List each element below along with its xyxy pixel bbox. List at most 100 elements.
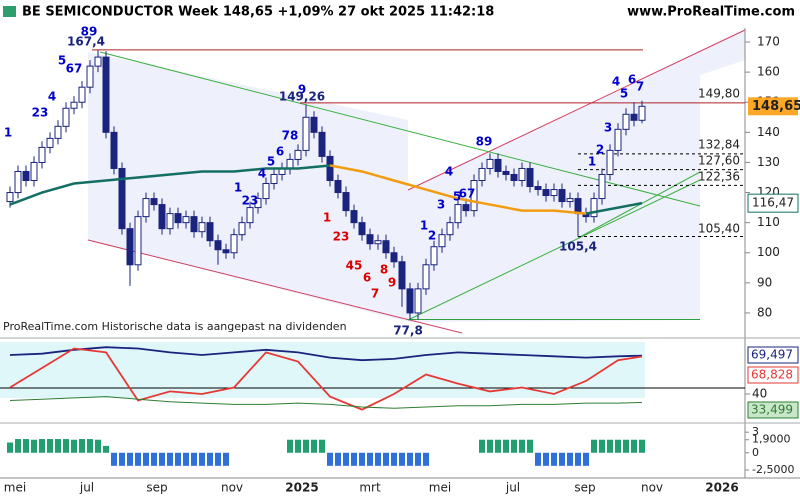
candle-body xyxy=(470,180,478,212)
candle-body xyxy=(502,170,510,175)
histogram-bar xyxy=(383,452,389,466)
histogram-bar xyxy=(599,439,605,453)
histogram-bar xyxy=(207,452,213,466)
histogram-bar xyxy=(71,439,77,453)
candle-body xyxy=(190,216,198,233)
oscillator-label: 33,499 xyxy=(751,403,793,417)
candle-body xyxy=(622,113,630,130)
oscillator-line xyxy=(9,396,643,409)
level-label: 132,84 xyxy=(698,138,740,152)
y-tick-label: 0 xyxy=(752,446,759,459)
histogram-bar xyxy=(335,452,341,466)
candle-body xyxy=(238,222,246,236)
annotation: 5 xyxy=(267,155,275,169)
candle-body xyxy=(38,146,46,163)
histogram-bar xyxy=(631,439,637,453)
histogram-bar xyxy=(535,452,541,466)
ma-box xyxy=(747,193,799,213)
histogram-bar xyxy=(359,452,365,466)
candle-body xyxy=(246,207,254,224)
x-tick-label: sep xyxy=(574,481,595,495)
histogram-bar xyxy=(23,439,29,453)
histogram-bar xyxy=(63,439,69,453)
histogram-bar xyxy=(615,439,621,453)
candle-body xyxy=(94,56,102,67)
histogram-bar xyxy=(167,452,173,466)
candle-body xyxy=(598,173,606,200)
candle-body xyxy=(294,149,302,160)
candle-body xyxy=(478,167,486,182)
candle-body xyxy=(526,167,534,188)
x-tick-label: nov xyxy=(641,481,663,495)
y-tick-label: 130 xyxy=(757,155,780,169)
oscillator-line xyxy=(9,346,643,362)
candle-body xyxy=(46,137,54,148)
chart-title: BE SEMICONDUCTOR Week 148,65 +1,09% 27 o… xyxy=(22,5,494,20)
histogram-bar xyxy=(31,439,37,453)
candle-body xyxy=(158,204,166,230)
histogram-bar xyxy=(311,439,317,453)
annotation: 1 xyxy=(323,211,331,225)
annotation: 5 xyxy=(453,190,461,204)
x-tick-label: nov xyxy=(221,481,243,495)
x-tick-label: sep xyxy=(146,481,167,495)
level-label: 105,40 xyxy=(698,222,740,236)
trend-line xyxy=(407,29,746,191)
annotation: 4 xyxy=(612,75,620,89)
annotation: 5 xyxy=(58,54,66,68)
histogram-bar xyxy=(415,452,421,466)
histogram-bar xyxy=(55,439,61,453)
x-tick-label: 2025 xyxy=(285,481,318,495)
y-tick-label: 160 xyxy=(757,65,780,79)
value-box xyxy=(747,401,799,419)
annotation: 23 xyxy=(242,194,259,208)
level-label: 149,80 xyxy=(698,87,740,101)
annotation: 45 xyxy=(346,259,363,273)
annotation: 6 xyxy=(363,271,371,285)
histogram-bar xyxy=(159,452,165,466)
x-tick-label: jul xyxy=(79,481,94,495)
candle-body xyxy=(302,116,310,151)
candle-body xyxy=(406,288,414,314)
note: ProRealTime.com Historische data is aang… xyxy=(3,320,347,333)
candle-body xyxy=(230,234,238,254)
histogram-bar xyxy=(47,439,53,453)
annotation: 4 xyxy=(258,167,266,181)
candle-body xyxy=(542,189,550,197)
candle-body xyxy=(430,246,438,266)
candle-body xyxy=(62,107,70,127)
y-tick-label: 100 xyxy=(757,245,780,259)
price-label: 148,65 xyxy=(752,99,800,114)
annotation: 78 xyxy=(282,129,299,143)
y-tick-label: 90 xyxy=(757,275,772,289)
channel-fill xyxy=(88,52,408,322)
candle-body xyxy=(198,222,206,233)
candle-body xyxy=(110,131,118,169)
annotation: 5 xyxy=(620,87,628,101)
histogram-bar xyxy=(287,439,293,453)
histogram-bar xyxy=(15,439,21,453)
candle-body xyxy=(398,261,406,290)
source: www.ProRealTime.com xyxy=(627,5,795,20)
candle-body xyxy=(318,131,326,157)
x-tick-label: mei xyxy=(4,481,26,495)
candle-body xyxy=(606,149,614,175)
histogram-bar xyxy=(151,452,157,466)
histogram-bar xyxy=(591,439,597,453)
histogram-bar xyxy=(199,452,205,466)
candle-body xyxy=(350,210,358,224)
histogram-bar xyxy=(479,439,485,453)
histogram-bar xyxy=(391,452,397,466)
trend-line xyxy=(577,171,701,239)
candle-body xyxy=(358,222,366,236)
candle-body xyxy=(390,252,398,263)
histogram-bar xyxy=(551,452,557,466)
histogram-bar xyxy=(327,452,333,466)
annotation: 3 xyxy=(437,198,445,212)
annotation: 167,4 xyxy=(67,35,105,49)
histogram-bar xyxy=(79,439,85,453)
trend-line xyxy=(407,179,701,321)
price-box xyxy=(748,97,798,116)
histogram-bar xyxy=(583,452,589,466)
